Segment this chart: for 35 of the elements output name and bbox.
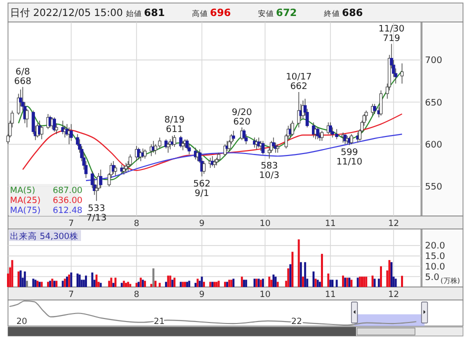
- annotation: 583 10/3: [259, 162, 280, 182]
- annotation: 562 9/1: [193, 179, 210, 199]
- x-tick-label: 10: [260, 219, 270, 229]
- y-tick-label: 20.0: [425, 242, 446, 252]
- text: MA(5) 687.00: [10, 186, 82, 196]
- chart-title: 日付 2022/12/05 15:00: [10, 8, 123, 19]
- x-tick-label: 7: [68, 219, 74, 229]
- x-tick-label: 12: [388, 290, 400, 300]
- x-tick-label: 8: [134, 290, 140, 300]
- text: MA(25) 636.00: [10, 196, 82, 206]
- y-tick-label: 550: [425, 182, 442, 193]
- annotation: 9/20 620: [232, 108, 252, 128]
- x-tick-label: 12: [388, 219, 400, 229]
- chart-title: 出来高 54,300株: [10, 231, 78, 242]
- x-tick-label: 9: [199, 290, 205, 300]
- annotation: 11/30 719: [378, 24, 405, 44]
- x-tick-label: 8: [134, 219, 140, 229]
- x-tick-label: 7: [68, 290, 74, 300]
- x-tick-label: 11: [324, 219, 336, 229]
- y-tick-label: 15.0: [425, 252, 446, 262]
- annotation: 8/19 611: [164, 116, 185, 136]
- y-tick-label: 10.0: [425, 262, 446, 272]
- y-tick-label: 600: [425, 140, 442, 150]
- text: MA(75) 612.48: [10, 206, 82, 216]
- annotation: 599 11/10: [336, 148, 363, 168]
- y-tick-label: 650: [425, 98, 442, 108]
- x-tick-label: 10: [260, 290, 270, 300]
- annotation: 533 7/13: [86, 204, 107, 224]
- y-tick-label: 700: [425, 56, 442, 66]
- x-tick-label: 9: [199, 219, 205, 229]
- y-tick-label: 5.0: [425, 272, 440, 283]
- annotation: 6/8 668: [14, 67, 32, 87]
- x-tick-label: 11: [324, 290, 336, 300]
- x-tick-label: 20: [16, 317, 28, 327]
- annotation: 10/17 662: [286, 72, 312, 92]
